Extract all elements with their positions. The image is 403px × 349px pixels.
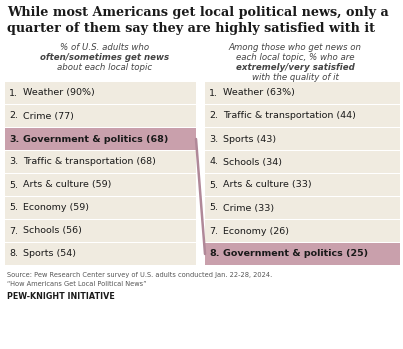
Text: 1.: 1. [209,89,218,97]
Text: Crime (33): Crime (33) [223,203,274,213]
Text: Arts & culture (33): Arts & culture (33) [223,180,312,190]
Bar [205,197,400,219]
Text: Government & politics (25): Government & politics (25) [223,250,368,259]
Text: 2.: 2. [9,111,18,120]
Text: Schools (56): Schools (56) [23,227,82,236]
Text: Economy (59): Economy (59) [23,203,89,213]
Text: 4.: 4. [209,157,218,166]
Bar [205,151,400,173]
Text: Economy (26): Economy (26) [223,227,289,236]
Text: 3.: 3. [9,157,18,166]
Text: 3.: 3. [9,134,19,143]
Text: quarter of them say they are highly satisfied with it: quarter of them say they are highly sati… [7,22,375,35]
Bar [205,174,400,196]
Text: 8.: 8. [209,250,220,259]
Text: % of U.S. adults who: % of U.S. adults who [60,43,150,52]
Text: Crime (77): Crime (77) [23,111,74,120]
Bar [205,105,400,127]
Text: extremely/very satisfied: extremely/very satisfied [236,63,354,72]
Text: 7.: 7. [209,227,218,236]
Bar [5,128,196,150]
Text: Traffic & transportation (44): Traffic & transportation (44) [223,111,356,120]
Text: Arts & culture (59): Arts & culture (59) [23,180,111,190]
Text: 5.: 5. [209,203,218,213]
Text: PEW-KNIGHT INITIATIVE: PEW-KNIGHT INITIATIVE [7,292,115,301]
Text: 1.: 1. [9,89,18,97]
Text: 3.: 3. [209,134,218,143]
Text: often/sometimes get news: often/sometimes get news [40,53,170,62]
Text: 2.: 2. [209,111,218,120]
Bar [205,220,400,242]
Text: 7.: 7. [9,227,18,236]
Text: Source: Pew Research Center survey of U.S. adults conducted Jan. 22-28, 2024.: Source: Pew Research Center survey of U.… [7,272,272,278]
Text: with the quality of it: with the quality of it [251,73,339,82]
Text: Sports (54): Sports (54) [23,250,76,259]
Bar [5,174,196,196]
Bar [5,197,196,219]
Text: 8.: 8. [9,250,18,259]
Text: Weather (63%): Weather (63%) [223,89,295,97]
Text: Sports (43): Sports (43) [223,134,276,143]
Text: 5.: 5. [209,180,218,190]
Text: 5.: 5. [9,203,18,213]
Bar [205,243,400,265]
Bar [205,82,400,104]
Bar [5,82,196,104]
Text: Traffic & transportation (68): Traffic & transportation (68) [23,157,156,166]
Text: about each local topic: about each local topic [58,63,153,72]
Text: “How Americans Get Local Political News”: “How Americans Get Local Political News” [7,281,147,287]
Text: Weather (90%): Weather (90%) [23,89,95,97]
Text: each local topic, % who are: each local topic, % who are [236,53,354,62]
Text: Schools (34): Schools (34) [223,157,282,166]
Bar [205,128,400,150]
Bar [5,220,196,242]
Text: Government & politics (68): Government & politics (68) [23,134,168,143]
Text: 5.: 5. [9,180,18,190]
Bar [5,105,196,127]
Bar [5,243,196,265]
Text: While most Americans get local political news, only a: While most Americans get local political… [7,6,389,19]
Text: Among those who get news on: Among those who get news on [229,43,361,52]
Bar [5,151,196,173]
